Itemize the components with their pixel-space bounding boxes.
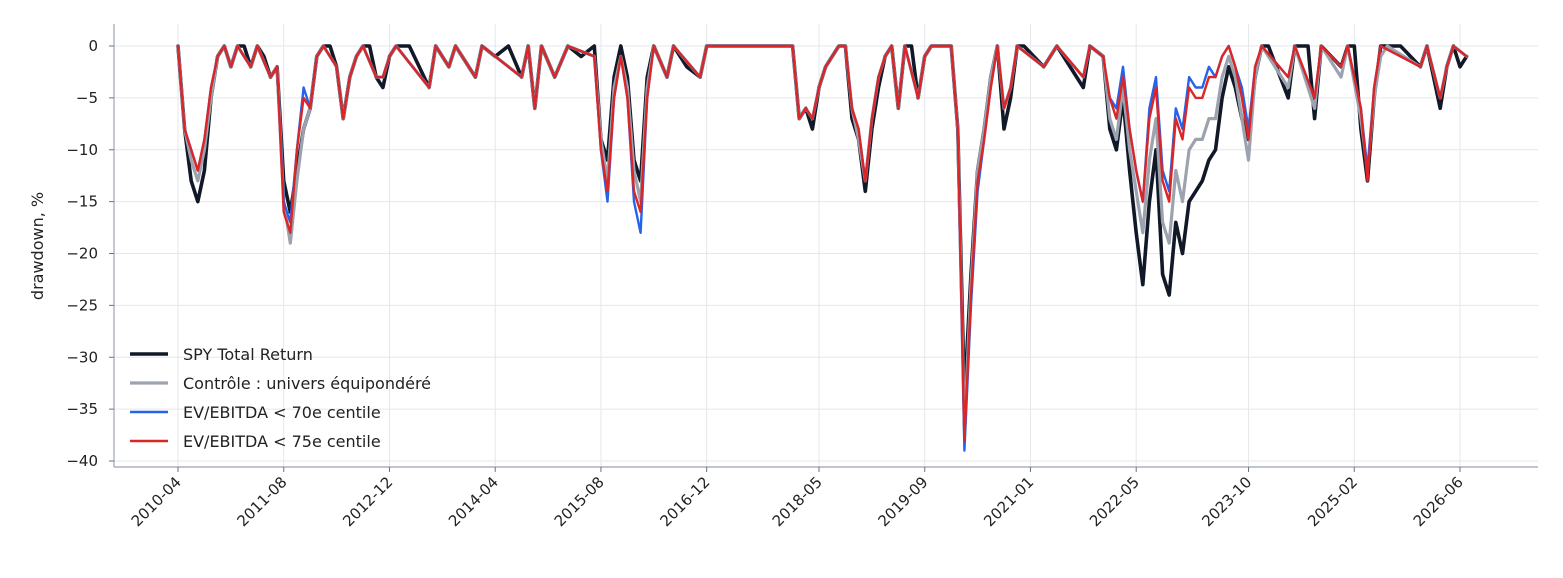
y-tick-label: −20: [66, 245, 98, 263]
y-tick-label: −15: [66, 193, 98, 211]
y-tick-label: −35: [66, 400, 98, 418]
y-tick-label: 0: [88, 37, 98, 55]
x-tick-label: 2012-12: [339, 473, 396, 530]
x-tick-label: 2021-01: [980, 473, 1037, 530]
x-tick-label: 2018-05: [769, 473, 826, 530]
series-line-1: [176, 44, 1469, 432]
legend: SPY Total Return Contrôle : univers équip…: [130, 345, 431, 451]
legend-label-3: EV/EBITDA < 75e centile: [183, 432, 381, 451]
y-tick-label: −10: [66, 141, 98, 159]
y-tick-label: −25: [66, 296, 98, 314]
legend-label-0: SPY Total Return: [183, 345, 313, 364]
y-tick-label: −40: [66, 452, 98, 470]
x-tick-label: 2014-04: [445, 473, 502, 530]
y-axis-label: drawdown, %: [28, 192, 47, 300]
grid: [114, 24, 1538, 467]
legend-label-2: EV/EBITDA < 70e centile: [183, 403, 381, 422]
x-tick-label: 2023-10: [1198, 473, 1255, 530]
series-line-0: [176, 44, 1469, 401]
plot-series: [176, 44, 1469, 452]
x-axis-ticks: 2010-04 2011-08 2012-12 2014-04 2015-08 2016-…: [128, 467, 1467, 530]
y-tick-label: −5: [76, 89, 98, 107]
x-tick-label: 2019-09: [875, 473, 932, 530]
y-tick-label: −30: [66, 348, 98, 366]
legend-label-1: Contrôle : univers équipondéré: [183, 374, 431, 393]
y-axis-ticks: 0 −5 −10 −15 −20 −25 −30 −35 −40: [66, 37, 114, 470]
series-line-3: [176, 44, 1468, 442]
x-tick-label: 2026-06: [1410, 473, 1467, 530]
x-tick-label: 2010-04: [128, 473, 185, 530]
x-tick-label: 2011-08: [234, 473, 291, 530]
x-tick-label: 2015-08: [551, 473, 608, 530]
x-tick-label: 2016-12: [656, 473, 713, 530]
x-tick-label: 2022-05: [1086, 473, 1143, 530]
x-tick-label: 2025-02: [1304, 473, 1361, 530]
